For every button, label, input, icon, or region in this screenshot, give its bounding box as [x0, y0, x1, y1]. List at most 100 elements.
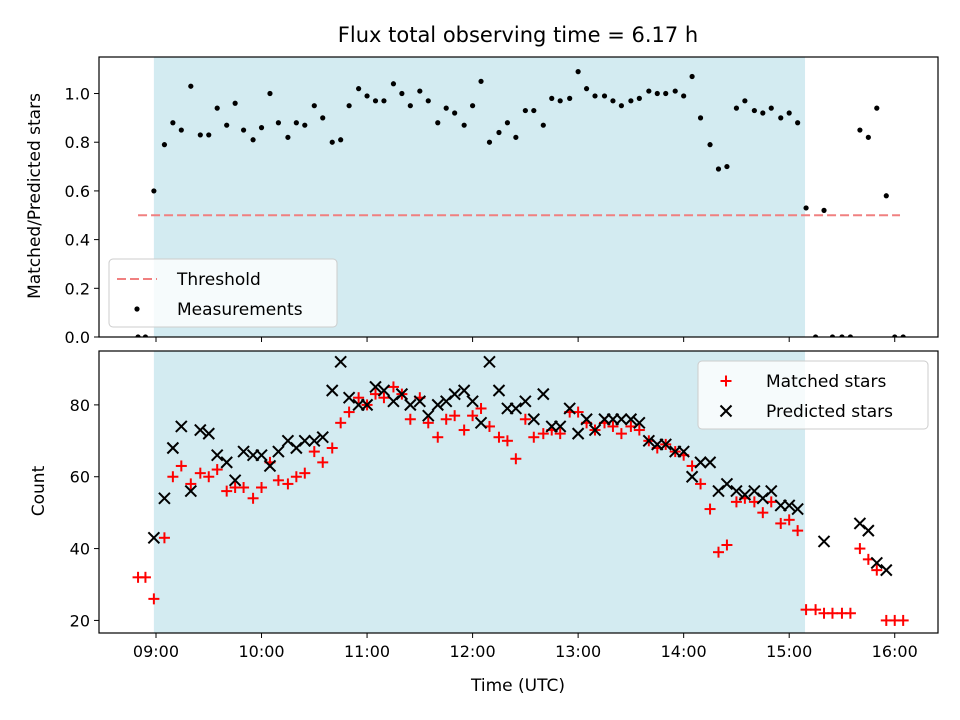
- data-point: [870, 556, 883, 570]
- legend-box: [108, 258, 338, 328]
- data-point: [892, 334, 898, 337]
- data-point: [522, 107, 528, 114]
- legend-box: [697, 360, 929, 430]
- data-point: [178, 127, 184, 133]
- y-tick-label: 0.8: [65, 133, 90, 152]
- data-point: [147, 531, 161, 545]
- data-point: [285, 134, 291, 140]
- data-point: [293, 120, 299, 126]
- data-point: [188, 83, 194, 89]
- data-point: [628, 98, 634, 104]
- data-point: [659, 438, 672, 451]
- data-point: [158, 492, 171, 505]
- y-tick-label: 0.2: [65, 279, 90, 298]
- plot-frame: [98, 56, 939, 338]
- legend-handle: [134, 306, 140, 312]
- data-point: [672, 88, 678, 94]
- data-points: [135, 69, 906, 337]
- legend-handle: [720, 375, 732, 387]
- data-point: [474, 416, 488, 430]
- data-point: [329, 139, 335, 145]
- data-point: [610, 98, 616, 104]
- data-point: [435, 120, 441, 126]
- data-point: [681, 93, 687, 99]
- data-point: [751, 107, 757, 114]
- data-point: [413, 395, 427, 408]
- bottom-panel: Count Time (UTC) 20 40 60 80 09:00 10:00 11:00…: [29, 350, 939, 696]
- data-point: [221, 485, 233, 497]
- y-tick-label: 80: [70, 396, 90, 415]
- data-point: [483, 355, 496, 368]
- data-point: [677, 445, 690, 458]
- data-point: [238, 482, 250, 494]
- data-point: [356, 86, 362, 92]
- data-point: [440, 413, 452, 425]
- top-y-axis-label: Matched/Predicted stars: [25, 93, 45, 299]
- data-point: [527, 413, 541, 426]
- data-point: [135, 334, 141, 337]
- y-tick-label: 60: [70, 468, 90, 487]
- data-point: [158, 532, 170, 544]
- plot-frame: [98, 350, 939, 634]
- x-tick-label: 10:00: [238, 642, 284, 661]
- data-point: [148, 593, 160, 605]
- data-point: [775, 517, 787, 529]
- data-point: [237, 445, 250, 458]
- y-tick-label: 20: [70, 611, 90, 630]
- data-point: [448, 387, 461, 401]
- legend-label: Threshold: [176, 270, 261, 290]
- data-point: [724, 163, 730, 170]
- data-point: [883, 193, 889, 199]
- data-point: [567, 95, 573, 101]
- data-point: [194, 467, 206, 479]
- data-point: [601, 93, 608, 99]
- data-point: [730, 484, 743, 498]
- data-point: [553, 420, 567, 433]
- y-tick-label: 40: [70, 540, 90, 559]
- data-point: [258, 125, 265, 131]
- legend-label: Predicted stars: [766, 402, 893, 422]
- data-point: [654, 90, 660, 97]
- data-point: [255, 448, 268, 462]
- data-point: [703, 456, 717, 469]
- y-tick-label: 0.0: [65, 328, 90, 347]
- data-point: [549, 95, 555, 101]
- data-point: [317, 456, 329, 468]
- data-point: [854, 543, 866, 555]
- data-point: [633, 416, 646, 430]
- data-point: [202, 427, 215, 440]
- data-point: [537, 387, 550, 401]
- data-point: [504, 120, 511, 126]
- data-point: [399, 90, 405, 97]
- x-tick-label: 16:00: [872, 642, 918, 661]
- data-point: [395, 387, 409, 401]
- data-point: [232, 100, 238, 106]
- data-point: [795, 120, 801, 126]
- data-point: [425, 98, 431, 104]
- data-point: [431, 398, 444, 412]
- data-point: [338, 137, 344, 143]
- data-point: [390, 81, 397, 87]
- bottom-y-axis-label: Count: [29, 465, 49, 516]
- y-tick-label: 0.4: [65, 231, 90, 250]
- data-point: [496, 129, 502, 136]
- data-point: [387, 381, 399, 393]
- data-point: [800, 604, 812, 616]
- data-point: [478, 78, 484, 84]
- data-point: [343, 406, 355, 418]
- data-point: [302, 122, 308, 128]
- data-point: [449, 410, 461, 422]
- data-point: [704, 503, 716, 515]
- data-point: [791, 502, 804, 516]
- data-point: [161, 142, 168, 148]
- data-point: [765, 484, 778, 498]
- data-point: [663, 90, 669, 97]
- data-point: [501, 435, 513, 447]
- data-point: [404, 413, 416, 425]
- data-point: [760, 110, 766, 116]
- legend-label: Matched stars: [766, 372, 886, 392]
- data-point: [461, 122, 467, 128]
- data-point: [733, 105, 740, 111]
- data-point: [240, 127, 247, 133]
- data-point: [738, 488, 752, 501]
